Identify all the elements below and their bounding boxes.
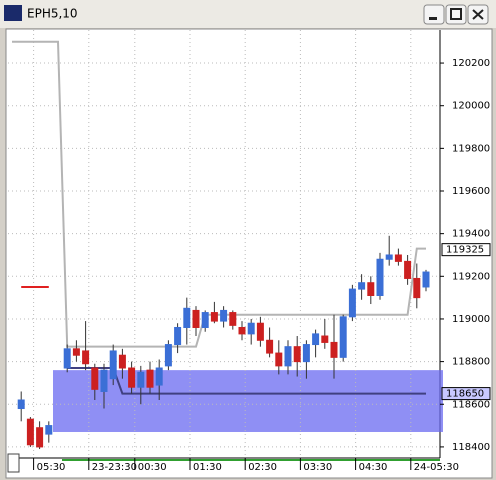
line: [12, 40, 426, 348]
title-bar: [0, 0, 496, 28]
candle-body: [330, 341, 338, 358]
candle-body: [256, 322, 264, 341]
candle-body: [72, 348, 80, 356]
candle-body: [220, 309, 228, 322]
candle-body: [183, 307, 191, 328]
candle-body: [100, 369, 108, 392]
y-tick-label: 120000: [452, 101, 490, 112]
app-icon: [4, 5, 22, 21]
close-button[interactable]: [467, 4, 489, 25]
candle-body: [385, 254, 393, 260]
x-tick-label: 23-23:30: [92, 462, 137, 473]
candle-body: [109, 350, 117, 380]
minimize-button[interactable]: [423, 4, 445, 25]
scroll-box[interactable]: [7, 453, 20, 473]
x-tick-label: 01:30: [193, 462, 222, 473]
y-tick-label: 118600: [452, 399, 490, 410]
candle-body: [238, 326, 246, 335]
candle-body: [321, 335, 329, 343]
x-tick-label: 03:30: [303, 462, 332, 473]
candle-body: [17, 399, 25, 410]
candle-body: [422, 271, 430, 288]
price-flag: [441, 387, 491, 401]
candle-body: [394, 254, 402, 262]
window-title: EPH5,10: [27, 7, 78, 21]
candle-body: [146, 369, 154, 388]
candle-body: [26, 418, 34, 446]
y-tick-label: 119400: [452, 229, 490, 240]
candle-body: [137, 371, 145, 388]
candle-body: [404, 260, 412, 279]
y-tick-label: 119200: [452, 271, 490, 282]
candle-body: [174, 326, 182, 346]
candle-body: [82, 350, 90, 365]
candle-body: [247, 322, 255, 335]
candle-body: [367, 282, 375, 297]
plot: [8, 30, 443, 458]
candle-body: [118, 354, 126, 369]
candle-body: [302, 344, 310, 363]
candle-body: [45, 425, 53, 435]
candle-body: [36, 427, 44, 448]
candle-body: [312, 333, 320, 346]
candle-body: [339, 316, 347, 358]
price-flag-label: 118650: [446, 389, 484, 400]
x-tick-label: 02:30: [248, 462, 277, 473]
candle-body: [284, 346, 292, 367]
line: [67, 367, 426, 395]
y-tick-label: 120200: [452, 58, 490, 69]
candle-body: [348, 288, 356, 318]
candle-body: [376, 258, 384, 297]
y-tick-label: 118400: [452, 442, 490, 453]
candle-body: [128, 367, 136, 388]
candle-body: [91, 367, 99, 390]
candle-body: [164, 344, 172, 367]
candle-body: [155, 367, 163, 386]
y-tick-label: 119600: [452, 186, 490, 197]
price-flag: [441, 243, 491, 257]
x-tick-label: 04:30: [359, 462, 388, 473]
maximize-button[interactable]: [445, 4, 467, 25]
x-tick-label: 00:30: [138, 462, 167, 473]
y-tick-label: 119800: [452, 143, 490, 154]
candle-body: [275, 352, 283, 367]
candle-body: [266, 339, 274, 354]
candle-body: [229, 312, 237, 326]
candle-body: [63, 348, 71, 369]
candle-body: [201, 312, 209, 328]
candle-body: [358, 282, 366, 290]
x-tick-label: 05:30: [37, 462, 66, 473]
y-tick-label: 119000: [452, 314, 490, 325]
x-tick-label: 24-05:30: [414, 462, 459, 473]
candle-body: [210, 312, 218, 322]
candle-body: [413, 277, 421, 299]
candle-body: [192, 309, 200, 328]
price-flag-label: 119325: [446, 245, 484, 256]
candle-body: [293, 346, 301, 363]
zone: [53, 370, 443, 432]
y-tick-label: 118800: [452, 357, 490, 368]
